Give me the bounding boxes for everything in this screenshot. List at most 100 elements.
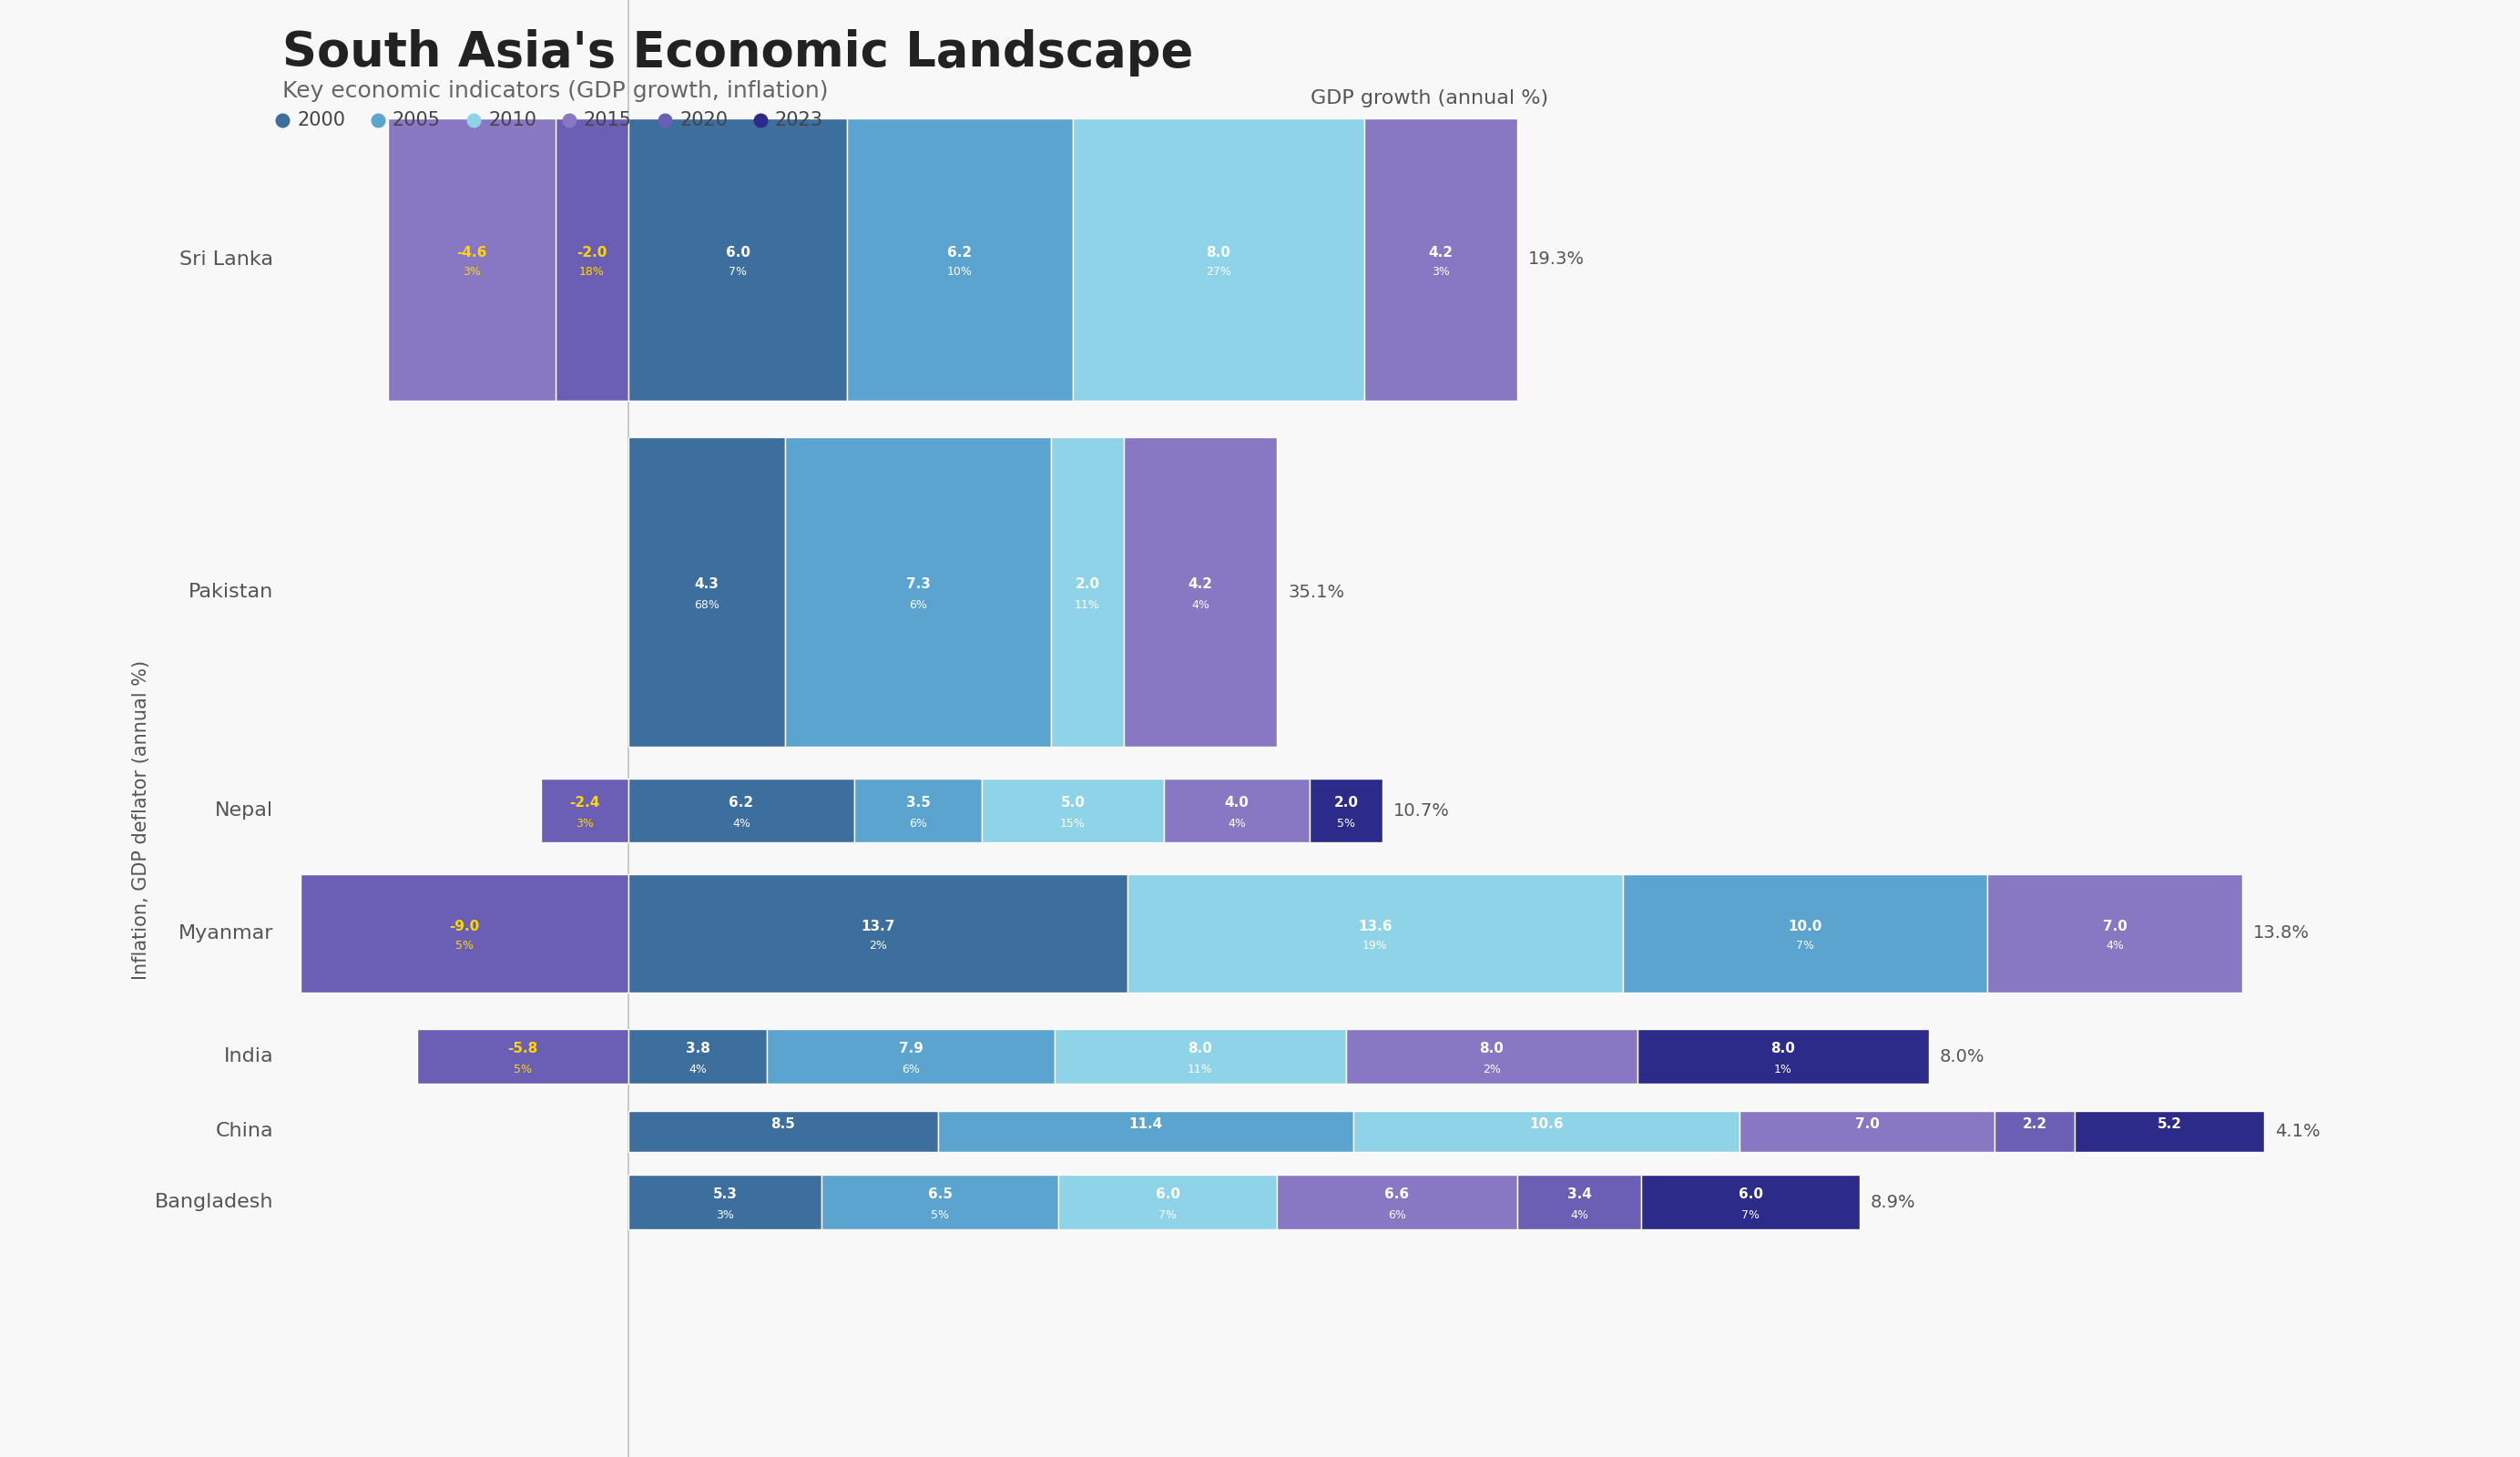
Bar	[937, 1110, 1353, 1152]
Bar	[627, 437, 786, 746]
Text: 5.0: 5.0	[1061, 797, 1086, 810]
Text: 5%: 5%	[514, 1064, 532, 1075]
Text: 68%: 68%	[693, 599, 718, 610]
Text: 3.4: 3.4	[1567, 1187, 1593, 1202]
Bar	[627, 118, 847, 401]
Text: 2000: 2000	[297, 111, 345, 130]
Text: 4%: 4%	[2107, 940, 2124, 951]
Bar	[1638, 1029, 1928, 1084]
Text: 4%: 4%	[1192, 599, 1210, 610]
Text: 3%: 3%	[575, 817, 595, 829]
Text: 10.6: 10.6	[1530, 1118, 1562, 1131]
Bar	[1623, 874, 1988, 992]
Text: -2.4: -2.4	[570, 797, 600, 810]
Text: 8.0%: 8.0%	[1940, 1048, 1986, 1065]
Text: 4.3: 4.3	[696, 578, 718, 592]
Bar	[1517, 1174, 1641, 1230]
Text: Key economic indicators (GDP growth, inflation): Key economic indicators (GDP growth, inf…	[282, 80, 829, 102]
Bar	[418, 1029, 627, 1084]
Text: 8.0: 8.0	[1207, 245, 1230, 259]
Text: 7.0: 7.0	[2102, 919, 2127, 932]
Text: 4%: 4%	[733, 817, 751, 829]
Text: 6.2: 6.2	[728, 797, 753, 810]
Bar	[388, 118, 554, 401]
Text: 5%: 5%	[456, 940, 474, 951]
Bar	[1346, 1029, 1638, 1084]
Text: 7%: 7%	[1741, 1209, 1759, 1221]
Bar	[766, 1029, 1056, 1084]
Text: Nepal: Nepal	[214, 801, 272, 819]
Text: 7.3: 7.3	[905, 578, 930, 592]
Bar	[1310, 778, 1383, 842]
Bar	[1056, 1029, 1346, 1084]
Text: 8.9%: 8.9%	[1870, 1193, 1915, 1211]
Text: 8.0: 8.0	[1479, 1042, 1504, 1056]
Text: 7%: 7%	[1797, 940, 1814, 951]
Text: 7.9: 7.9	[900, 1042, 922, 1056]
Bar	[1278, 1174, 1517, 1230]
Point	[262, 109, 302, 133]
Point	[549, 109, 590, 133]
Text: 2020: 2020	[680, 111, 728, 130]
Text: 2%: 2%	[1482, 1064, 1502, 1075]
Bar	[1363, 118, 1517, 401]
Bar	[1074, 118, 1363, 401]
Text: 3.8: 3.8	[685, 1042, 711, 1056]
Bar	[1993, 1110, 2074, 1152]
Text: 4%: 4%	[688, 1064, 706, 1075]
Text: 13.6: 13.6	[1358, 919, 1391, 932]
Bar	[554, 118, 627, 401]
Text: 6%: 6%	[910, 817, 927, 829]
Text: 6.0: 6.0	[726, 245, 751, 259]
Text: 6.6: 6.6	[1383, 1187, 1409, 1202]
Text: 7.0: 7.0	[1855, 1118, 1880, 1131]
Text: 5.3: 5.3	[713, 1187, 738, 1202]
Bar	[1058, 1174, 1278, 1230]
Text: 19%: 19%	[1363, 940, 1389, 951]
Text: 2.2: 2.2	[2021, 1118, 2046, 1131]
Bar	[627, 1110, 937, 1152]
Bar	[1739, 1110, 1993, 1152]
Text: 11.4: 11.4	[1129, 1118, 1162, 1131]
Text: 4.2: 4.2	[1187, 578, 1212, 592]
Text: 19.3%: 19.3%	[1527, 251, 1585, 268]
Text: Inflation, GDP deflator (annual %): Inflation, GDP deflator (annual %)	[131, 660, 151, 979]
Bar	[1353, 1110, 1739, 1152]
Text: 8.0: 8.0	[1772, 1042, 1794, 1056]
Bar	[2074, 1110, 2263, 1152]
Text: 35.1%: 35.1%	[1288, 583, 1343, 600]
Text: 8.5: 8.5	[771, 1118, 796, 1131]
Bar	[854, 778, 983, 842]
Text: GDP growth (annual %): GDP growth (annual %)	[1310, 89, 1550, 108]
Text: China: China	[214, 1122, 272, 1141]
Text: Pakistan: Pakistan	[189, 583, 272, 600]
Bar	[983, 778, 1164, 842]
Text: 13.7: 13.7	[862, 919, 895, 932]
Text: 11%: 11%	[1187, 1064, 1212, 1075]
Bar	[1164, 778, 1310, 842]
Text: 6.5: 6.5	[927, 1187, 953, 1202]
Text: 6.0: 6.0	[1739, 1187, 1761, 1202]
Bar	[627, 874, 1126, 992]
Text: 2015: 2015	[585, 111, 633, 130]
Text: 3%: 3%	[1431, 267, 1449, 278]
Text: -9.0: -9.0	[449, 919, 479, 932]
Point	[741, 109, 781, 133]
Text: 18%: 18%	[580, 267, 605, 278]
Text: 10%: 10%	[948, 267, 973, 278]
Text: 6.2: 6.2	[948, 245, 973, 259]
Bar	[1126, 874, 1623, 992]
Text: 5%: 5%	[1338, 817, 1356, 829]
Text: 15%: 15%	[1061, 817, 1086, 829]
Text: 13.8%: 13.8%	[2253, 925, 2311, 943]
Text: -5.8: -5.8	[507, 1042, 537, 1056]
Text: 2.0: 2.0	[1076, 578, 1099, 592]
Text: 3%: 3%	[716, 1209, 733, 1221]
Text: 5.2: 5.2	[2157, 1118, 2182, 1131]
Text: 6.0: 6.0	[1154, 1187, 1179, 1202]
Text: Myanmar: Myanmar	[179, 924, 272, 943]
Bar	[542, 778, 627, 842]
Text: 7%: 7%	[728, 267, 746, 278]
Text: 4.0: 4.0	[1225, 797, 1250, 810]
Text: 4%: 4%	[1570, 1209, 1588, 1221]
